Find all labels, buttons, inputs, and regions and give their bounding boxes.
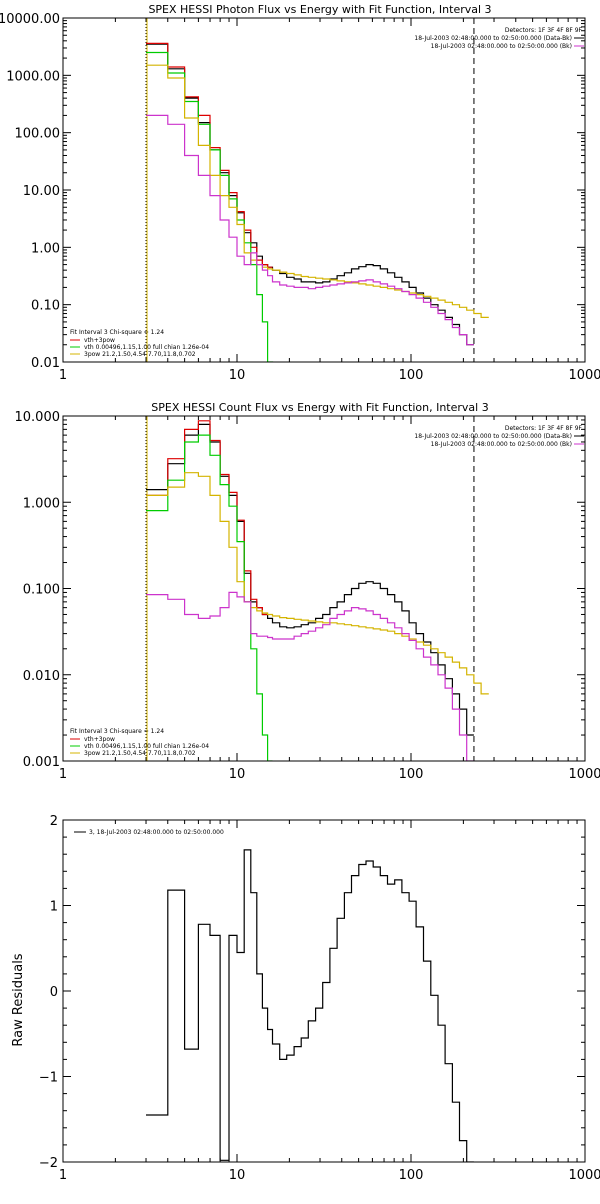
residuals-y-tick-label: 1	[50, 900, 58, 915]
count-data-layer	[146, 416, 489, 761]
photon-y-tick-label: 100.00	[15, 127, 61, 142]
photon-y-tick-label: 0.10	[31, 299, 60, 314]
count-series-3pow	[146, 473, 489, 694]
count-y-tick-label: 1.000	[23, 496, 60, 511]
count-series-data-bk	[146, 424, 474, 735]
residuals-x-tick-label: 1	[59, 1168, 67, 1183]
count-series-bk	[146, 592, 474, 761]
photon-legend-left-1: vth+3pow	[84, 337, 115, 344]
photon-legend-left-3: 3pow 21.2,1.50,4.54,7.70,11.8,0.702	[84, 351, 196, 358]
residuals-axes-frame	[63, 820, 585, 1162]
photon-plot-area: 1 10 100 1000 0.01 0.10 1.00 10.00 100.00 1000.00…	[0, 12, 600, 383]
photon-data-layer	[146, 18, 489, 379]
residuals-x-tick-label: 1000	[568, 1168, 600, 1183]
photon-x-tick-label: 1000	[568, 368, 600, 383]
photon-y-tick-label: 1000.00	[6, 69, 60, 84]
photon-flux-title: SPEX HESSI Photon Flux vs Energy with Fi…	[148, 3, 491, 16]
residuals-panel: Raw Residuals 3, 18-Jul-2003 02:48:00.00…	[11, 829, 224, 1047]
count-legend-right-2: 18-Jul-2003 02:48:00.000 to 02:50:00.000…	[431, 441, 572, 448]
photon-x-tick-label: 10	[229, 368, 246, 383]
photon-y-tick-label: 10.00	[23, 184, 60, 199]
count-series-vth	[146, 435, 273, 761]
residuals-legend: 3, 18-Jul-2003 02:48:00.000 to 02:50:00.…	[89, 829, 224, 836]
count-legend-left-3: 3pow 21.2,1.50,4.54,7.70,11.8,0.702	[84, 750, 196, 757]
residuals-y-tick-label: −1	[39, 1071, 58, 1086]
photon-x-tick-label: 100	[399, 368, 424, 383]
photon-axes-frame	[63, 18, 585, 362]
count-x-tick-label: 1	[59, 767, 67, 782]
photon-series-bk	[146, 115, 474, 344]
photon-y-tick-label: 1.00	[31, 241, 60, 256]
photon-series-3pow	[146, 65, 489, 317]
residuals-ylabel: Raw Residuals	[11, 953, 26, 1046]
photon-series-vth-3pow	[146, 43, 273, 267]
count-y-tick-label: 10.000	[15, 410, 61, 425]
count-flux-title: SPEX HESSI Count Flux vs Energy with Fit…	[151, 401, 488, 414]
photon-y-tick-label: 10000.00	[0, 12, 60, 27]
count-x-tick-label: 1000	[568, 767, 600, 782]
residuals-data-layer	[146, 850, 474, 1162]
count-y-tick-label: 0.010	[23, 669, 60, 684]
residuals-y-tick-label: 2	[50, 814, 58, 829]
count-x-tick-label: 100	[399, 767, 424, 782]
count-y-tick-label: 0.001	[23, 755, 60, 770]
residuals-plot-area: 1 10 100 1000 −2 −1 0 1 2	[39, 814, 600, 1183]
photon-legend-left-0: Fit Interval 3 Chi-square = 1.24	[70, 329, 164, 336]
photon-series-data-bk	[146, 44, 474, 345]
residuals-y-tick-label: 0	[50, 985, 58, 1000]
residuals-x-tick-label: 100	[399, 1168, 424, 1183]
count-legend-right-0: Detectors: 1F 3F 4F 8F 9F	[505, 425, 583, 432]
photon-legend-right-0: Detectors: 1F 3F 4F 8F 9F	[505, 27, 583, 34]
photon-x-tick-label: 1	[59, 368, 67, 383]
count-x-tick-label: 10	[229, 767, 246, 782]
residuals-x-tick-label: 10	[229, 1168, 246, 1183]
photon-legend-right-2: 18-Jul-2003 02:48:00.000 to 02:50:00.000…	[431, 43, 572, 50]
count-legend-left-0: Fit Interval 3 Chi-square = 1.24	[70, 728, 164, 735]
count-legend-left-1: vth+3pow	[84, 736, 115, 743]
count-plot-area: 1 10 100 1000 0.001 0.010 0.100 1.000 10.000	[15, 410, 600, 782]
count-axes-frame	[63, 416, 585, 761]
count-series-vth-3pow	[146, 421, 268, 615]
count-legend-right-1: 18-Jul-2003 02:48:00.000 to 02:50:00.000…	[414, 433, 572, 440]
residuals-y-tick-label: −2	[39, 1156, 58, 1171]
photon-y-tick-label: 0.01	[31, 356, 60, 371]
residuals-series-series	[146, 850, 474, 1162]
count-y-tick-label: 0.100	[23, 583, 60, 598]
photon-legend-right-1: 18-Jul-2003 02:48:00.000 to 02:50:00.000…	[414, 35, 572, 42]
photon-series-vth	[146, 53, 280, 380]
